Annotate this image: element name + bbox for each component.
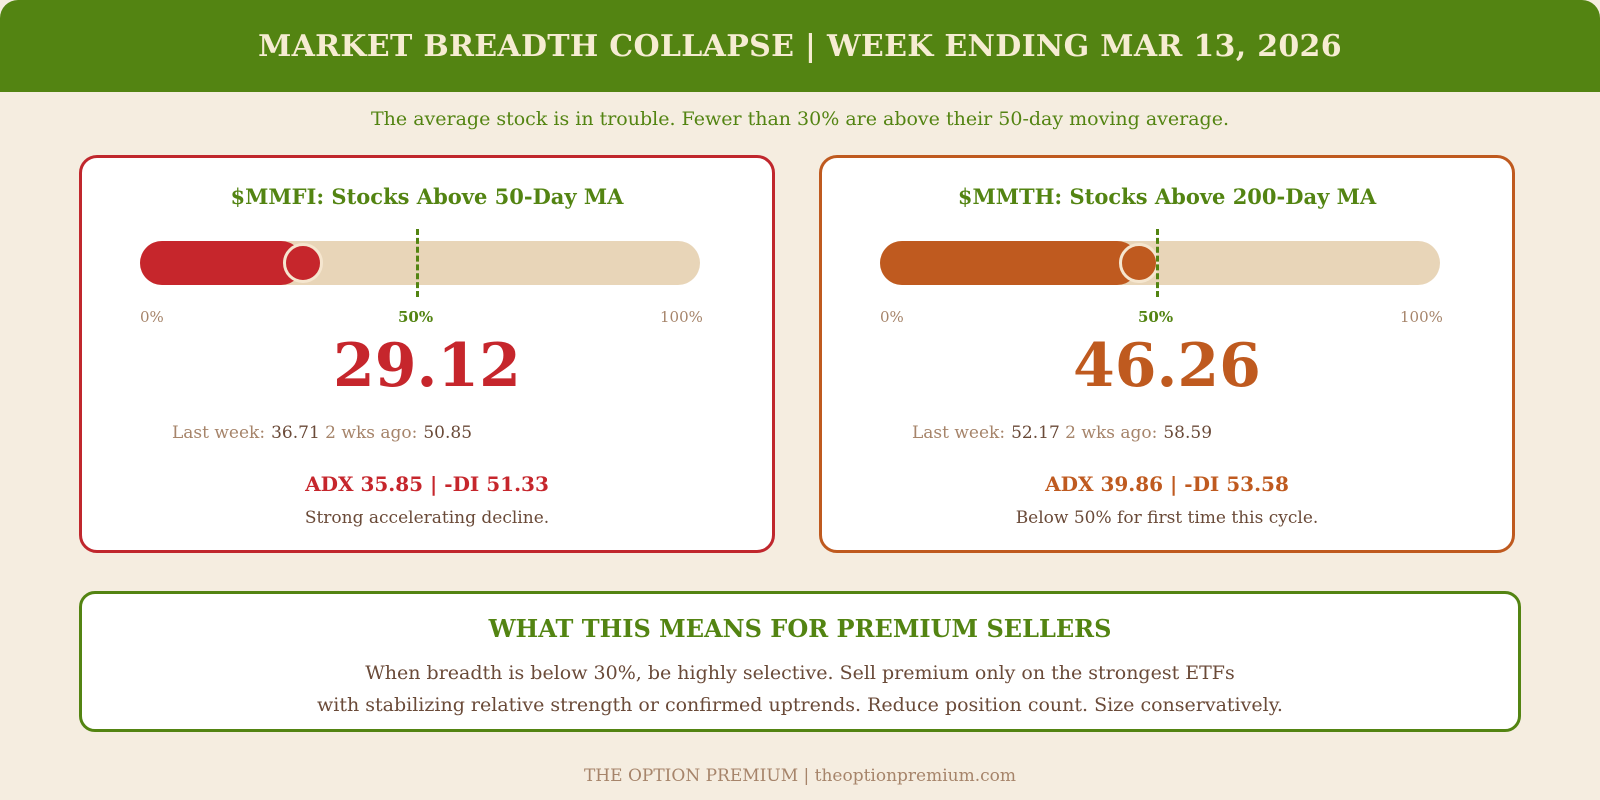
mmfi-two-weeks-value: 50.85 (423, 423, 473, 443)
header-banner: MARKET BREADTH COLLAPSE | WEEK ENDING MA… (0, 0, 1600, 92)
premium-sellers-panel: WHAT THIS MEANS FOR PREMIUM SELLERS When… (79, 591, 1521, 732)
mmth-history: Last week: 52.17 2 wks ago: 58.59 (912, 423, 1212, 443)
mmth-card-title: $MMTH: Stocks Above 200-Day MA (957, 184, 1377, 209)
mmth-adx: ADX 39.86 | -DI 53.58 (1045, 472, 1289, 496)
mmth-two-weeks-value: 58.59 (1163, 423, 1213, 443)
mmfi-card-title: $MMFI: Stocks Above 50-Day MA (230, 184, 624, 209)
mmfi-two-weeks-label: 2 wks ago: (325, 423, 418, 443)
mmfi-gauge-track (140, 241, 700, 285)
premium-sellers-line-2: with stabilizing relative strength or co… (317, 694, 1283, 716)
mmfi-last-week-label: Last week: (172, 423, 266, 443)
mmfi-tick-50: 50% (398, 308, 434, 326)
mmfi-adx: ADX 35.85 | -DI 51.33 (305, 472, 549, 496)
mmth-last-week-label: Last week: (912, 423, 1006, 443)
mmfi-last-week-value: 36.71 (271, 423, 320, 443)
mmfi-50-percent-marker (416, 229, 419, 297)
mmth-gauge-track (880, 241, 1440, 285)
subtitle: The average stock is in trouble. Fewer t… (371, 108, 1229, 130)
mmfi-card: $MMFI: Stocks Above 50-Day MA 0% 50% 100… (79, 155, 775, 553)
mmth-value: 46.26 (1073, 331, 1261, 401)
page-title: MARKET BREADTH COLLAPSE | WEEK ENDING MA… (258, 28, 1342, 64)
mmth-gauge-knob (1119, 243, 1160, 283)
mmth-tick-0: 0% (880, 308, 904, 326)
mmth-50-percent-marker (1156, 229, 1159, 297)
mmth-gauge-fill (880, 241, 1140, 285)
footer-credit: THE OPTION PREMIUM | theoptionpremium.co… (583, 766, 1017, 786)
breadth-cards: $MMFI: Stocks Above 50-Day MA 0% 50% 100… (79, 155, 1521, 557)
mmth-card: $MMTH: Stocks Above 200-Day MA 0% 50% 10… (819, 155, 1515, 553)
mmfi-gauge-knob (283, 243, 324, 283)
mmth-tick-50: 50% (1138, 308, 1174, 326)
premium-sellers-line-1: When breadth is below 30%, be highly sel… (365, 662, 1235, 684)
mmth-last-week-value: 52.17 (1011, 423, 1060, 443)
mmfi-history: Last week: 36.71 2 wks ago: 50.85 (172, 423, 472, 443)
mmth-note: Below 50% for first time this cycle. (1015, 508, 1319, 528)
mmfi-tick-100: 100% (660, 308, 703, 326)
mmfi-tick-0: 0% (140, 308, 164, 326)
mmfi-value: 29.12 (333, 331, 521, 401)
mmfi-note: Strong accelerating decline. (304, 508, 550, 528)
mmfi-gauge-fill (140, 241, 304, 285)
premium-sellers-title: WHAT THIS MEANS FOR PREMIUM SELLERS (488, 614, 1112, 643)
mmth-two-weeks-label: 2 wks ago: (1065, 423, 1158, 443)
mmth-tick-100: 100% (1400, 308, 1443, 326)
